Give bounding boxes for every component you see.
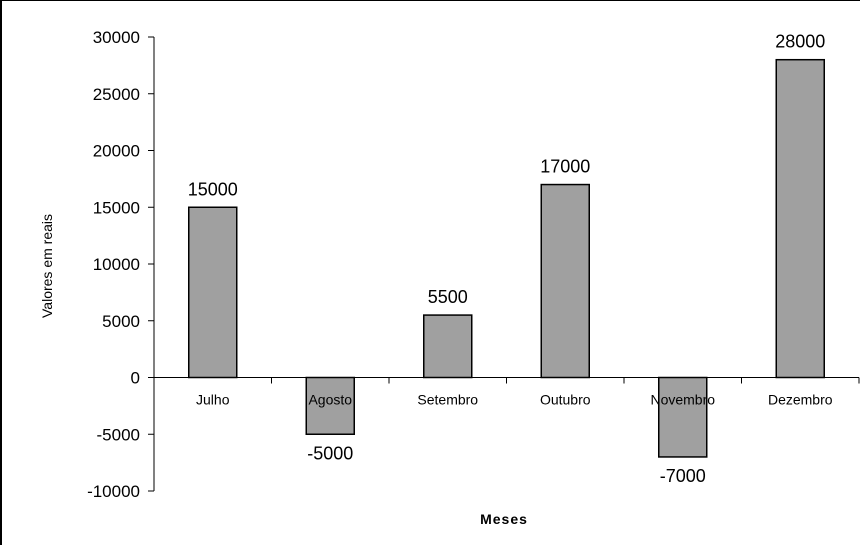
bar-novembro bbox=[658, 376, 708, 458]
y-tick-label: 25000 bbox=[93, 85, 140, 104]
x-tick-label: Outubro bbox=[540, 392, 591, 408]
data-label: 5500 bbox=[428, 287, 468, 307]
y-tick-label: 20000 bbox=[93, 142, 140, 161]
data-label: -5000 bbox=[307, 443, 353, 463]
x-tick-label: Dezembro bbox=[768, 392, 833, 408]
y-axis-title: Valores em reais bbox=[39, 214, 55, 318]
y-tick-label: 30000 bbox=[93, 28, 140, 47]
bar-setembro bbox=[423, 314, 473, 379]
y-tick-label: 0 bbox=[131, 369, 140, 388]
x-tick-label: Setembro bbox=[417, 392, 478, 408]
y-tick-label: 10000 bbox=[93, 255, 140, 274]
data-label: 28000 bbox=[775, 32, 825, 52]
y-tick-label: -10000 bbox=[87, 482, 140, 501]
y-tick-label: 5000 bbox=[102, 312, 140, 331]
x-tick-label: Julho bbox=[196, 392, 230, 408]
x-tick-label: Agosto bbox=[308, 392, 352, 408]
bar-outubro bbox=[540, 183, 590, 379]
data-label: 17000 bbox=[540, 157, 590, 177]
x-axis: Julho Agosto Setembro Outubro Novembro Dezemb… bbox=[154, 377, 860, 408]
x-axis-title: Meses bbox=[480, 511, 528, 527]
bar-julho bbox=[188, 206, 238, 379]
y-axis: -10000 -5000 0 5000 10000 15000 20000 25000 3000… bbox=[87, 28, 155, 501]
x-tick-label: Novembro bbox=[650, 392, 715, 408]
y-tick-label: 15000 bbox=[93, 198, 140, 217]
data-label: 15000 bbox=[188, 179, 238, 199]
data-label: -7000 bbox=[660, 466, 706, 486]
bar-dezembro bbox=[775, 58, 825, 379]
y-tick-label: -5000 bbox=[97, 425, 140, 444]
data-labels: 15000 -5000 5500 17000 -7000 28000 bbox=[188, 32, 826, 486]
bars bbox=[188, 58, 825, 458]
